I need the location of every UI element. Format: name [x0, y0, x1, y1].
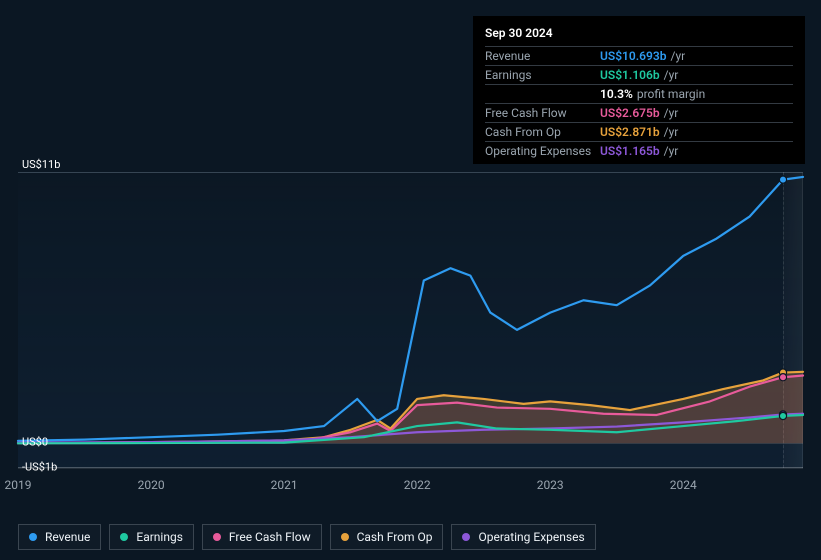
y-axis-label: -US$1b	[22, 461, 57, 474]
x-axis-label: 2024	[670, 478, 697, 492]
tooltip-row-value: US$1.165b	[600, 144, 660, 158]
chart-svg	[18, 172, 803, 468]
legend-item-cfo[interactable]: Cash From Op	[330, 524, 444, 550]
legend-dot-icon	[341, 533, 349, 541]
tooltip-row-suffix: /yr	[664, 106, 679, 120]
tooltip-panel: Sep 30 2024 RevenueUS$10.693b/yrEarnings…	[473, 16, 805, 164]
tooltip-row: 10.3% profit margin	[485, 84, 793, 103]
tooltip-date: Sep 30 2024	[485, 24, 793, 46]
x-axis-label: 2021	[271, 478, 298, 492]
tooltip-row: Free Cash FlowUS$2.675b/yr	[485, 103, 793, 122]
y-axis-label: US$0	[22, 436, 48, 449]
legend-item-label: Operating Expenses	[478, 530, 584, 544]
series-end-dot-earnings	[779, 412, 786, 419]
tooltip-row-value: 10.3%	[600, 87, 633, 101]
tooltip-row-suffix: /yr	[664, 125, 679, 139]
legend-item-fcf[interactable]: Free Cash Flow	[202, 524, 322, 550]
tooltip-row-suffix: /yr	[664, 144, 679, 158]
y-gridline	[18, 443, 803, 444]
tooltip-row-value: US$2.871b	[600, 125, 660, 139]
y-gridline	[18, 172, 803, 173]
series-end-dot-revenue	[779, 176, 786, 183]
tooltip-row: RevenueUS$10.693b/yr	[485, 46, 793, 65]
legend-dot-icon	[120, 533, 128, 541]
legend-dot-icon	[29, 533, 37, 541]
legend-dot-icon	[462, 533, 470, 541]
legend-dot-icon	[213, 533, 221, 541]
tooltip-row-label: Earnings	[485, 68, 600, 82]
tooltip-row-label: Revenue	[485, 49, 600, 63]
tooltip-row-value: US$10.693b	[600, 49, 667, 63]
legend-item-label: Free Cash Flow	[229, 530, 311, 544]
tooltip-row-suffix: /yr	[671, 49, 686, 63]
x-axis-label: 2019	[5, 478, 32, 492]
tooltip-row: Cash From OpUS$2.871b/yr	[485, 122, 793, 141]
y-axis-label: US$11b	[22, 158, 60, 171]
tooltip-row: Operating ExpensesUS$1.165b/yr	[485, 141, 793, 160]
tooltip-row-suffix: /yr	[664, 68, 679, 82]
x-axis-label: 2022	[404, 478, 431, 492]
tooltip-row-suffix: profit margin	[637, 87, 705, 101]
legend-item-opex[interactable]: Operating Expenses	[451, 524, 595, 550]
x-axis-label: 2020	[138, 478, 165, 492]
tooltip-row: EarningsUS$1.106b/yr	[485, 65, 793, 84]
legend-item-earnings[interactable]: Earnings	[109, 524, 194, 550]
tooltip-row-value: US$2.675b	[600, 106, 660, 120]
tooltip-row-value: US$1.106b	[600, 68, 660, 82]
legend-item-revenue[interactable]: Revenue	[18, 524, 101, 550]
x-axis-label: 2023	[537, 478, 564, 492]
legend: Revenue Earnings Free Cash Flow Cash From O…	[18, 524, 596, 550]
tooltip-row-label: Cash From Op	[485, 125, 600, 139]
tooltip-row-label: Free Cash Flow	[485, 106, 600, 120]
legend-item-label: Cash From Op	[357, 530, 433, 544]
chart-area: US$11bUS$0-US$1b201920202021202220232024	[18, 172, 803, 468]
series-end-dot-fcf	[779, 374, 786, 381]
tooltip-row-label: Operating Expenses	[485, 144, 600, 158]
legend-item-label: Revenue	[45, 530, 90, 544]
y-gridline	[18, 468, 803, 469]
legend-item-label: Earnings	[136, 530, 183, 544]
